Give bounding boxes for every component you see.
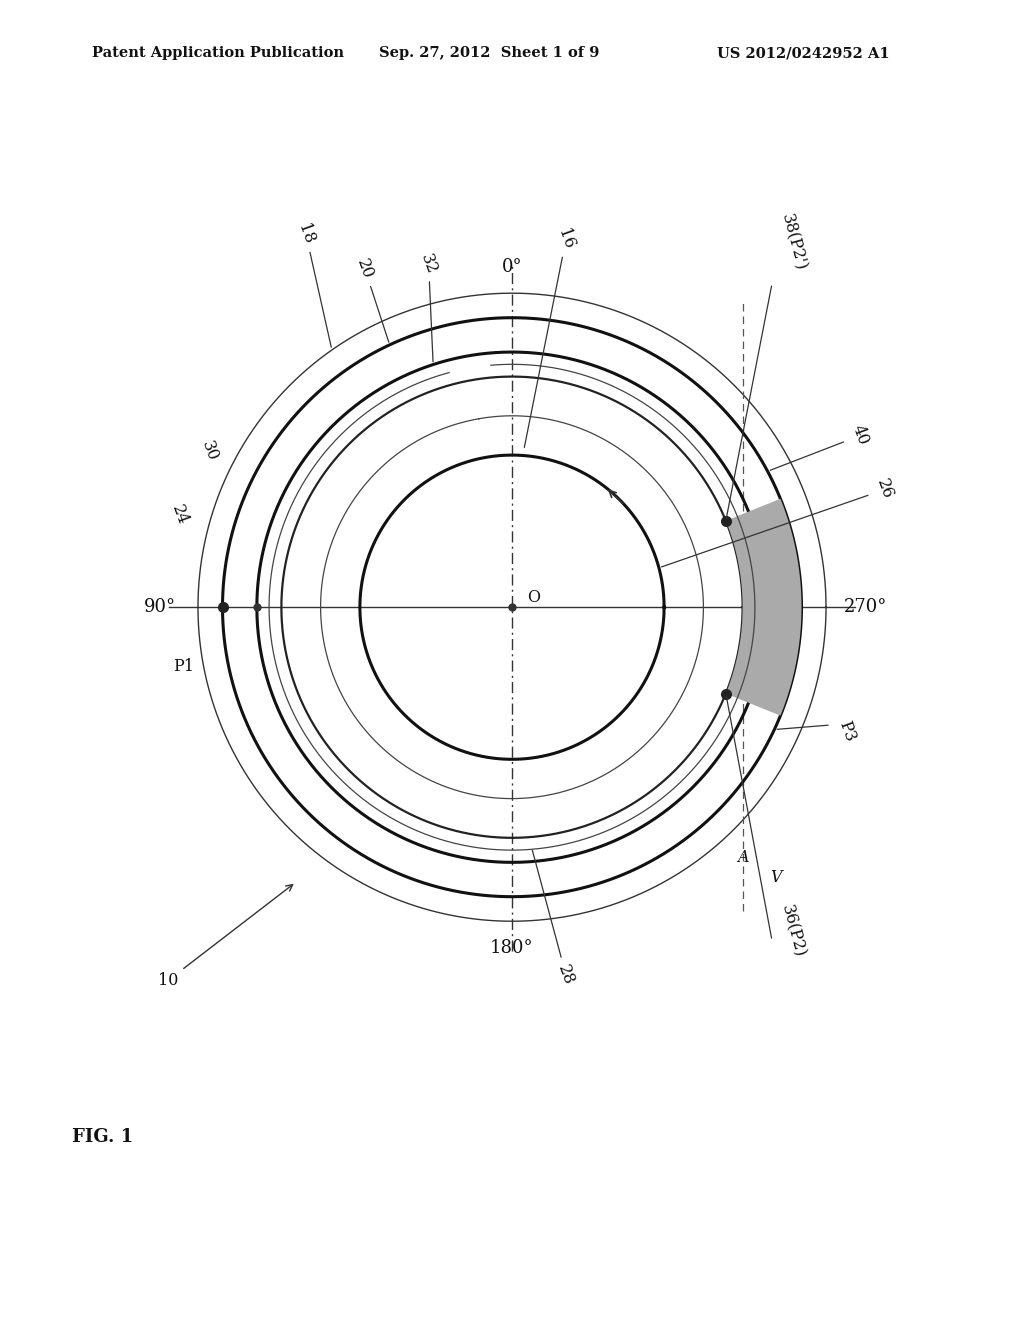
Text: 0°: 0° xyxy=(502,257,522,276)
Text: 180°: 180° xyxy=(490,939,534,957)
Text: 40: 40 xyxy=(770,422,871,470)
Text: A: A xyxy=(737,849,750,866)
Text: 16: 16 xyxy=(524,227,578,447)
Text: 20: 20 xyxy=(353,256,389,342)
Text: 18: 18 xyxy=(295,222,332,347)
Text: P1: P1 xyxy=(173,657,195,675)
Text: P3: P3 xyxy=(836,718,859,743)
Polygon shape xyxy=(726,499,802,715)
Text: 36(P2): 36(P2) xyxy=(777,903,807,960)
Text: 26: 26 xyxy=(662,477,896,566)
Text: 38(P2'): 38(P2') xyxy=(777,211,809,273)
Text: O: O xyxy=(526,589,540,606)
Text: US 2012/0242952 A1: US 2012/0242952 A1 xyxy=(717,46,890,61)
Text: V: V xyxy=(770,869,781,886)
Text: 90°: 90° xyxy=(144,598,176,616)
Text: 30: 30 xyxy=(198,440,221,465)
Text: Sep. 27, 2012  Sheet 1 of 9: Sep. 27, 2012 Sheet 1 of 9 xyxy=(379,46,599,61)
Text: 32: 32 xyxy=(417,251,440,362)
Text: Patent Application Publication: Patent Application Publication xyxy=(92,46,344,61)
Text: 10: 10 xyxy=(159,884,293,989)
Text: 24: 24 xyxy=(169,503,191,528)
Text: 270°: 270° xyxy=(844,598,887,616)
Text: 28: 28 xyxy=(532,850,578,987)
Text: FIG. 1: FIG. 1 xyxy=(72,1127,133,1146)
